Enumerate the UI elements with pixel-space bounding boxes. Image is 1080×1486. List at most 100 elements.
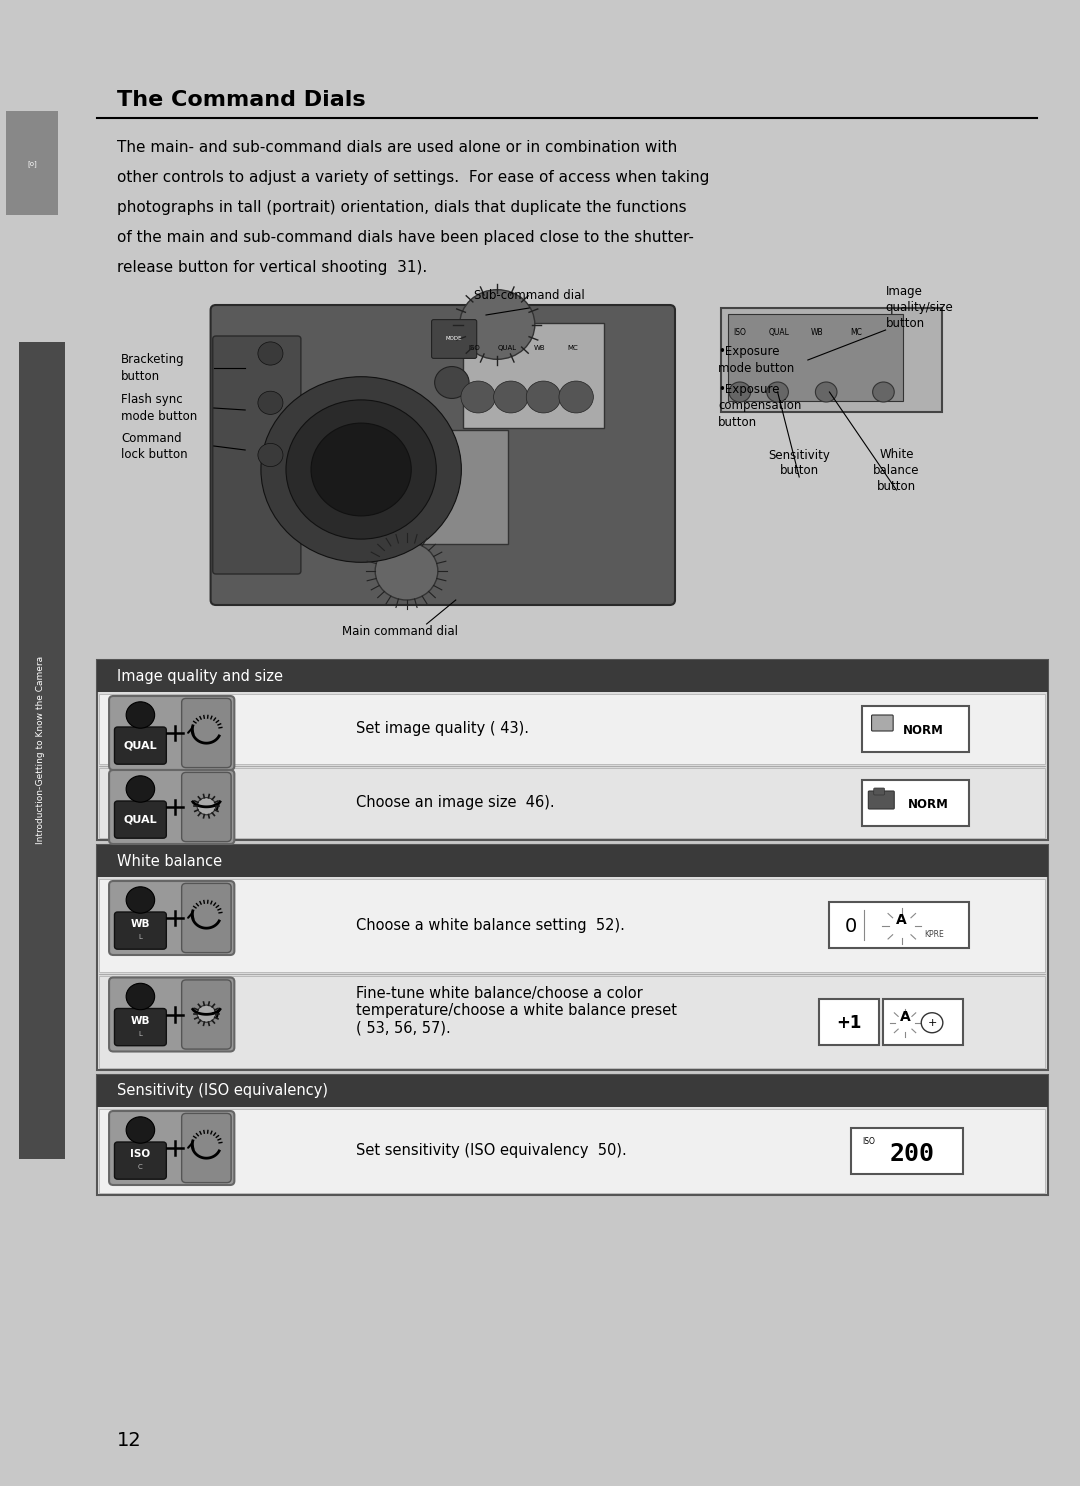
- Text: KPRE: KPRE: [924, 930, 944, 939]
- Text: WB: WB: [131, 1015, 150, 1025]
- Circle shape: [559, 380, 593, 413]
- Text: button: button: [877, 480, 916, 493]
- Text: WB: WB: [131, 918, 150, 929]
- Text: White balance: White balance: [117, 853, 221, 868]
- FancyBboxPatch shape: [114, 1143, 166, 1180]
- Text: ISO: ISO: [469, 345, 481, 351]
- Text: Command: Command: [121, 431, 181, 444]
- Text: The main- and sub-command dials are used alone or in combination with: The main- and sub-command dials are used…: [117, 140, 677, 155]
- Text: NORM: NORM: [903, 724, 944, 737]
- FancyBboxPatch shape: [819, 999, 879, 1045]
- FancyBboxPatch shape: [97, 660, 1048, 692]
- Text: lock button: lock button: [121, 447, 188, 461]
- Text: [o]: [o]: [27, 160, 38, 166]
- FancyBboxPatch shape: [99, 1109, 1045, 1193]
- Text: Sensitivity: Sensitivity: [768, 449, 831, 462]
- Text: The Command Dials: The Command Dials: [117, 91, 365, 110]
- Circle shape: [526, 380, 561, 413]
- Text: ( 53, 56, 57).: ( 53, 56, 57).: [356, 1021, 451, 1036]
- FancyBboxPatch shape: [463, 322, 604, 428]
- FancyBboxPatch shape: [99, 880, 1045, 972]
- Text: Sensitivity (ISO equivalency): Sensitivity (ISO equivalency): [117, 1083, 327, 1098]
- Text: A: A: [900, 1010, 910, 1024]
- Text: L: L: [138, 1031, 143, 1037]
- Text: QUAL: QUAL: [768, 328, 789, 337]
- FancyBboxPatch shape: [99, 694, 1045, 764]
- Circle shape: [494, 380, 528, 413]
- FancyBboxPatch shape: [851, 1128, 963, 1174]
- Circle shape: [461, 380, 496, 413]
- FancyBboxPatch shape: [874, 788, 885, 795]
- Text: Choose a white balance setting  52).: Choose a white balance setting 52).: [356, 918, 625, 933]
- Circle shape: [126, 701, 154, 728]
- Text: balance: balance: [873, 465, 920, 477]
- Circle shape: [375, 542, 437, 600]
- Text: 0: 0: [845, 917, 858, 936]
- Circle shape: [873, 382, 894, 403]
- Circle shape: [434, 367, 469, 398]
- FancyBboxPatch shape: [181, 979, 231, 1049]
- Text: quality/size: quality/size: [886, 302, 954, 314]
- Text: Bracketing: Bracketing: [121, 354, 185, 367]
- Text: button: button: [718, 416, 757, 428]
- FancyBboxPatch shape: [872, 715, 893, 731]
- FancyBboxPatch shape: [109, 695, 234, 770]
- Text: Image: Image: [886, 285, 922, 299]
- Text: ISO: ISO: [862, 1137, 875, 1147]
- Circle shape: [258, 391, 283, 415]
- Text: White: White: [879, 449, 914, 462]
- FancyBboxPatch shape: [97, 660, 1048, 840]
- Text: WB: WB: [811, 328, 824, 337]
- Circle shape: [198, 798, 216, 814]
- FancyBboxPatch shape: [97, 1074, 1048, 1195]
- FancyBboxPatch shape: [65, 0, 1080, 80]
- FancyBboxPatch shape: [432, 319, 476, 358]
- Text: temperature/choose a white balance preset: temperature/choose a white balance prese…: [356, 1003, 677, 1018]
- FancyBboxPatch shape: [721, 308, 942, 412]
- FancyBboxPatch shape: [97, 846, 1048, 877]
- Text: NORM: NORM: [908, 798, 949, 810]
- Circle shape: [286, 400, 436, 539]
- Circle shape: [815, 382, 837, 403]
- Circle shape: [261, 376, 461, 562]
- FancyBboxPatch shape: [404, 429, 509, 544]
- Text: Set sensitivity (ISO equivalency  50).: Set sensitivity (ISO equivalency 50).: [356, 1144, 627, 1159]
- FancyBboxPatch shape: [728, 314, 903, 401]
- FancyBboxPatch shape: [114, 727, 166, 764]
- Text: QUAL: QUAL: [123, 740, 158, 750]
- FancyBboxPatch shape: [862, 780, 969, 826]
- FancyBboxPatch shape: [883, 999, 963, 1045]
- FancyBboxPatch shape: [213, 336, 301, 574]
- Circle shape: [198, 1005, 216, 1022]
- Circle shape: [126, 984, 154, 1009]
- FancyBboxPatch shape: [97, 82, 1037, 117]
- Text: C: C: [138, 1164, 143, 1169]
- Text: button: button: [121, 370, 160, 382]
- FancyBboxPatch shape: [181, 883, 231, 953]
- Text: L: L: [138, 935, 143, 941]
- FancyBboxPatch shape: [829, 902, 969, 948]
- Text: ISO: ISO: [733, 328, 746, 337]
- Text: QUAL: QUAL: [498, 345, 516, 351]
- Text: release button for vertical shooting  31).: release button for vertical shooting 31)…: [117, 260, 427, 275]
- Text: photographs in tall (portrait) orientation, dials that duplicate the functions: photographs in tall (portrait) orientati…: [117, 201, 686, 215]
- Text: QUAL: QUAL: [123, 814, 158, 825]
- FancyBboxPatch shape: [114, 1009, 166, 1046]
- Text: Introduction-Getting to Know the Camera: Introduction-Getting to Know the Camera: [36, 657, 44, 844]
- Circle shape: [258, 443, 283, 467]
- FancyBboxPatch shape: [181, 698, 231, 768]
- Text: +: +: [928, 1018, 936, 1028]
- FancyBboxPatch shape: [19, 342, 65, 1159]
- Text: 200: 200: [890, 1143, 935, 1167]
- Circle shape: [126, 1117, 154, 1143]
- Text: WB: WB: [534, 345, 545, 351]
- Text: ISO: ISO: [131, 1149, 150, 1159]
- FancyBboxPatch shape: [211, 305, 675, 605]
- Circle shape: [460, 290, 535, 360]
- FancyBboxPatch shape: [109, 770, 234, 844]
- Circle shape: [767, 382, 788, 403]
- Text: Sub-command dial: Sub-command dial: [474, 288, 584, 302]
- Text: MC: MC: [567, 345, 578, 351]
- FancyBboxPatch shape: [97, 1074, 1048, 1107]
- Text: 12: 12: [117, 1431, 141, 1449]
